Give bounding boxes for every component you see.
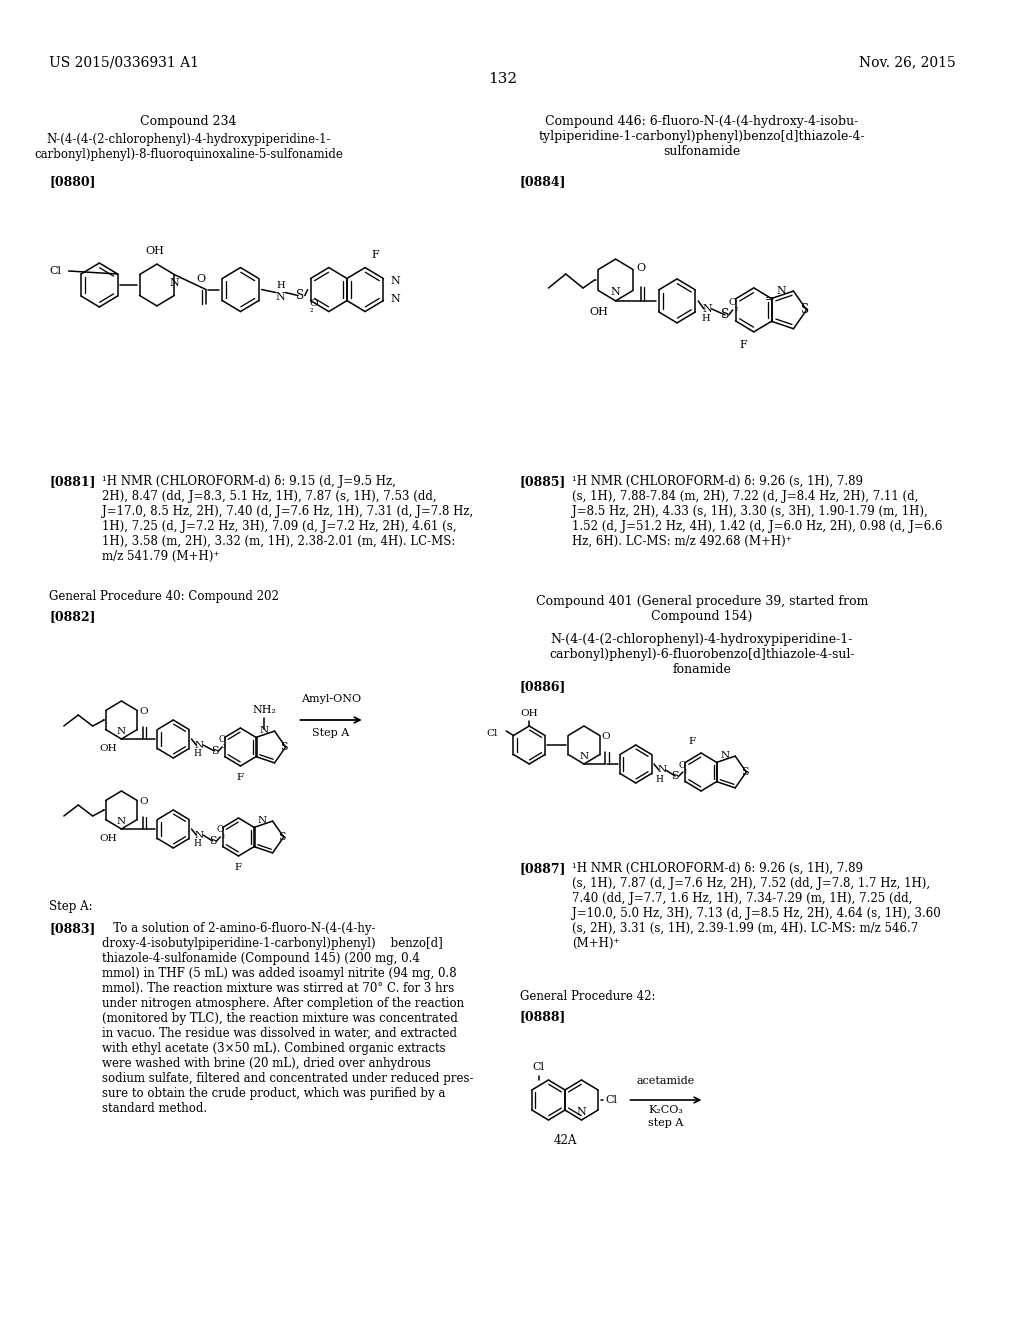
- Text: NH₂: NH₂: [252, 705, 276, 715]
- Text: N: N: [657, 766, 667, 775]
- Text: S: S: [721, 309, 729, 321]
- Text: O: O: [218, 735, 225, 744]
- Text: F: F: [739, 339, 748, 350]
- Text: Amyl-ONO: Amyl-ONO: [301, 694, 361, 704]
- Text: N: N: [195, 741, 204, 750]
- Text: H: H: [194, 840, 201, 849]
- Text: F: F: [234, 863, 242, 873]
- Text: Cl: Cl: [49, 267, 61, 276]
- Text: Cl: Cl: [532, 1063, 545, 1072]
- Text: OH: OH: [99, 834, 117, 843]
- Text: N: N: [275, 292, 286, 301]
- Text: [0885]: [0885]: [519, 475, 566, 488]
- Text: US 2015/0336931 A1: US 2015/0336931 A1: [49, 55, 200, 69]
- Text: [0888]: [0888]: [519, 1010, 566, 1023]
- Text: General Procedure 40: Compound 202: General Procedure 40: Compound 202: [49, 590, 280, 603]
- Text: S: S: [279, 832, 286, 842]
- Text: O: O: [216, 825, 224, 834]
- Text: N: N: [117, 817, 126, 826]
- Text: F: F: [237, 774, 244, 781]
- Text: [0886]: [0886]: [519, 680, 566, 693]
- Text: ₂: ₂: [221, 832, 224, 840]
- Text: 132: 132: [487, 73, 517, 86]
- Text: S: S: [296, 289, 304, 302]
- Text: ₂: ₂: [734, 305, 738, 313]
- Text: S: S: [801, 304, 809, 317]
- Text: ₂: ₂: [309, 305, 313, 314]
- Text: step A: step A: [648, 1118, 684, 1129]
- Text: H: H: [655, 775, 664, 784]
- Text: Compound 446: 6-fluoro-N-(4-(4-hydroxy-4-isobu-
tylpiperidine-1-carbonyl)phenyl): Compound 446: 6-fluoro-N-(4-(4-hydroxy-4…: [539, 115, 865, 158]
- Text: N: N: [610, 286, 621, 297]
- Text: N: N: [195, 830, 204, 840]
- Text: O: O: [602, 733, 610, 741]
- Text: Cl: Cl: [486, 729, 498, 738]
- Text: ¹H NMR (CHLOROFORM-d) δ: 9.15 (d, J=9.5 Hz,
2H), 8.47 (dd, J=8.3, 5.1 Hz, 1H), 7: ¹H NMR (CHLOROFORM-d) δ: 9.15 (d, J=9.5 …: [102, 475, 473, 564]
- Text: H: H: [276, 281, 285, 290]
- Text: [0884]: [0884]: [519, 176, 566, 187]
- Text: N: N: [702, 304, 713, 314]
- Text: =: =: [765, 294, 774, 304]
- Text: [0887]: [0887]: [519, 862, 566, 875]
- Text: F: F: [688, 737, 695, 746]
- Text: N: N: [258, 816, 267, 825]
- Text: O: O: [636, 263, 645, 273]
- Text: [0882]: [0882]: [49, 610, 96, 623]
- Text: N: N: [259, 726, 268, 735]
- Text: To a solution of 2-amino-6-fluoro-N-(4-(4-hy-
droxy-4-isobutylpiperidine-1-carbo: To a solution of 2-amino-6-fluoro-N-(4-(…: [102, 921, 474, 1115]
- Text: O: O: [197, 273, 206, 284]
- Text: ₂: ₂: [223, 742, 226, 750]
- Text: ¹H NMR (CHLOROFORM-d) δ: 9.26 (s, 1H), 7.89
(s, 1H), 7.88-7.84 (m, 2H), 7.22 (d,: ¹H NMR (CHLOROFORM-d) δ: 9.26 (s, 1H), 7…: [572, 475, 943, 548]
- Text: Nov. 26, 2015: Nov. 26, 2015: [858, 55, 955, 69]
- Text: [0880]: [0880]: [49, 176, 96, 187]
- Text: N: N: [577, 1107, 587, 1117]
- Text: N: N: [580, 752, 589, 762]
- Text: Step A: Step A: [312, 729, 350, 738]
- Text: O: O: [139, 797, 147, 807]
- Text: [0883]: [0883]: [49, 921, 96, 935]
- Text: N: N: [720, 751, 729, 760]
- Text: OH: OH: [145, 246, 165, 256]
- Text: S: S: [211, 746, 218, 756]
- Text: N-(4-(4-(2-chlorophenyl)-4-hydroxypiperidine-1-
carbonyl)phenyl)-8-fluoroquinoxa: N-(4-(4-(2-chlorophenyl)-4-hydroxypiperi…: [34, 133, 343, 161]
- Text: O: O: [309, 300, 318, 308]
- Text: N: N: [117, 727, 126, 737]
- Text: 42A: 42A: [553, 1134, 577, 1147]
- Text: S: S: [281, 742, 288, 752]
- Text: N: N: [169, 277, 179, 288]
- Text: S: S: [741, 767, 749, 777]
- Text: [0881]: [0881]: [49, 475, 96, 488]
- Text: N: N: [390, 276, 399, 285]
- Text: Cl: Cl: [605, 1096, 617, 1105]
- Text: ¹H NMR (CHLOROFORM-d) δ: 9.26 (s, 1H), 7.89
(s, 1H), 7.87 (d, J=7.6 Hz, 2H), 7.5: ¹H NMR (CHLOROFORM-d) δ: 9.26 (s, 1H), 7…: [572, 862, 941, 950]
- Text: acetamide: acetamide: [637, 1076, 695, 1086]
- Text: OH: OH: [99, 744, 117, 752]
- Text: OH: OH: [589, 306, 608, 317]
- Text: Compound 234: Compound 234: [140, 115, 237, 128]
- Text: S: S: [672, 771, 679, 781]
- Text: General Procedure 42:: General Procedure 42:: [519, 990, 655, 1003]
- Text: OH: OH: [520, 709, 538, 718]
- Text: N: N: [776, 285, 786, 296]
- Text: H: H: [701, 314, 711, 323]
- Text: N-(4-(4-(2-chlorophenyl)-4-hydroxypiperidine-1-
carbonyl)phenyl)-6-fluorobenzo[d: N-(4-(4-(2-chlorophenyl)-4-hydroxypiperi…: [549, 634, 855, 676]
- Text: S: S: [209, 836, 216, 846]
- Text: K₂CO₃: K₂CO₃: [648, 1105, 683, 1115]
- Text: O: O: [679, 760, 686, 770]
- Text: N: N: [390, 293, 399, 304]
- Text: ₂: ₂: [684, 767, 687, 775]
- Text: Step A:: Step A:: [49, 900, 93, 913]
- Text: F: F: [372, 249, 380, 260]
- Text: H: H: [194, 750, 201, 759]
- Text: O: O: [729, 298, 736, 308]
- Text: Compound 401 (General procedure 39, started from
Compound 154): Compound 401 (General procedure 39, star…: [536, 595, 868, 623]
- Text: O: O: [139, 708, 147, 715]
